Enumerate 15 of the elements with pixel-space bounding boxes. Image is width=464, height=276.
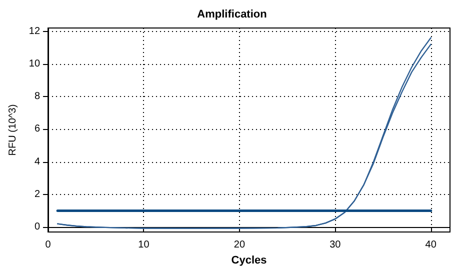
y-tick-label: 0 <box>34 222 40 233</box>
y-tick-label: 4 <box>34 156 40 168</box>
y-tick-label: 12 <box>28 26 40 37</box>
y-tick-label: 6 <box>34 124 40 135</box>
x-tick-label: 0 <box>45 240 52 250</box>
x-axis-title: Cycles <box>231 254 267 266</box>
y-tick-label: 10 <box>28 58 40 70</box>
y-axis-title: RFU (10^3) <box>8 104 18 156</box>
x-tick-label: 20 <box>234 240 246 250</box>
y-tick-label: 2 <box>34 188 40 200</box>
y-tick-label: 8 <box>34 91 40 102</box>
chart-title: Amplification <box>197 8 268 20</box>
x-tick-label: 30 <box>330 240 342 250</box>
x-tick-label: 10 <box>138 240 150 250</box>
x-tick-label: 40 <box>425 240 437 250</box>
